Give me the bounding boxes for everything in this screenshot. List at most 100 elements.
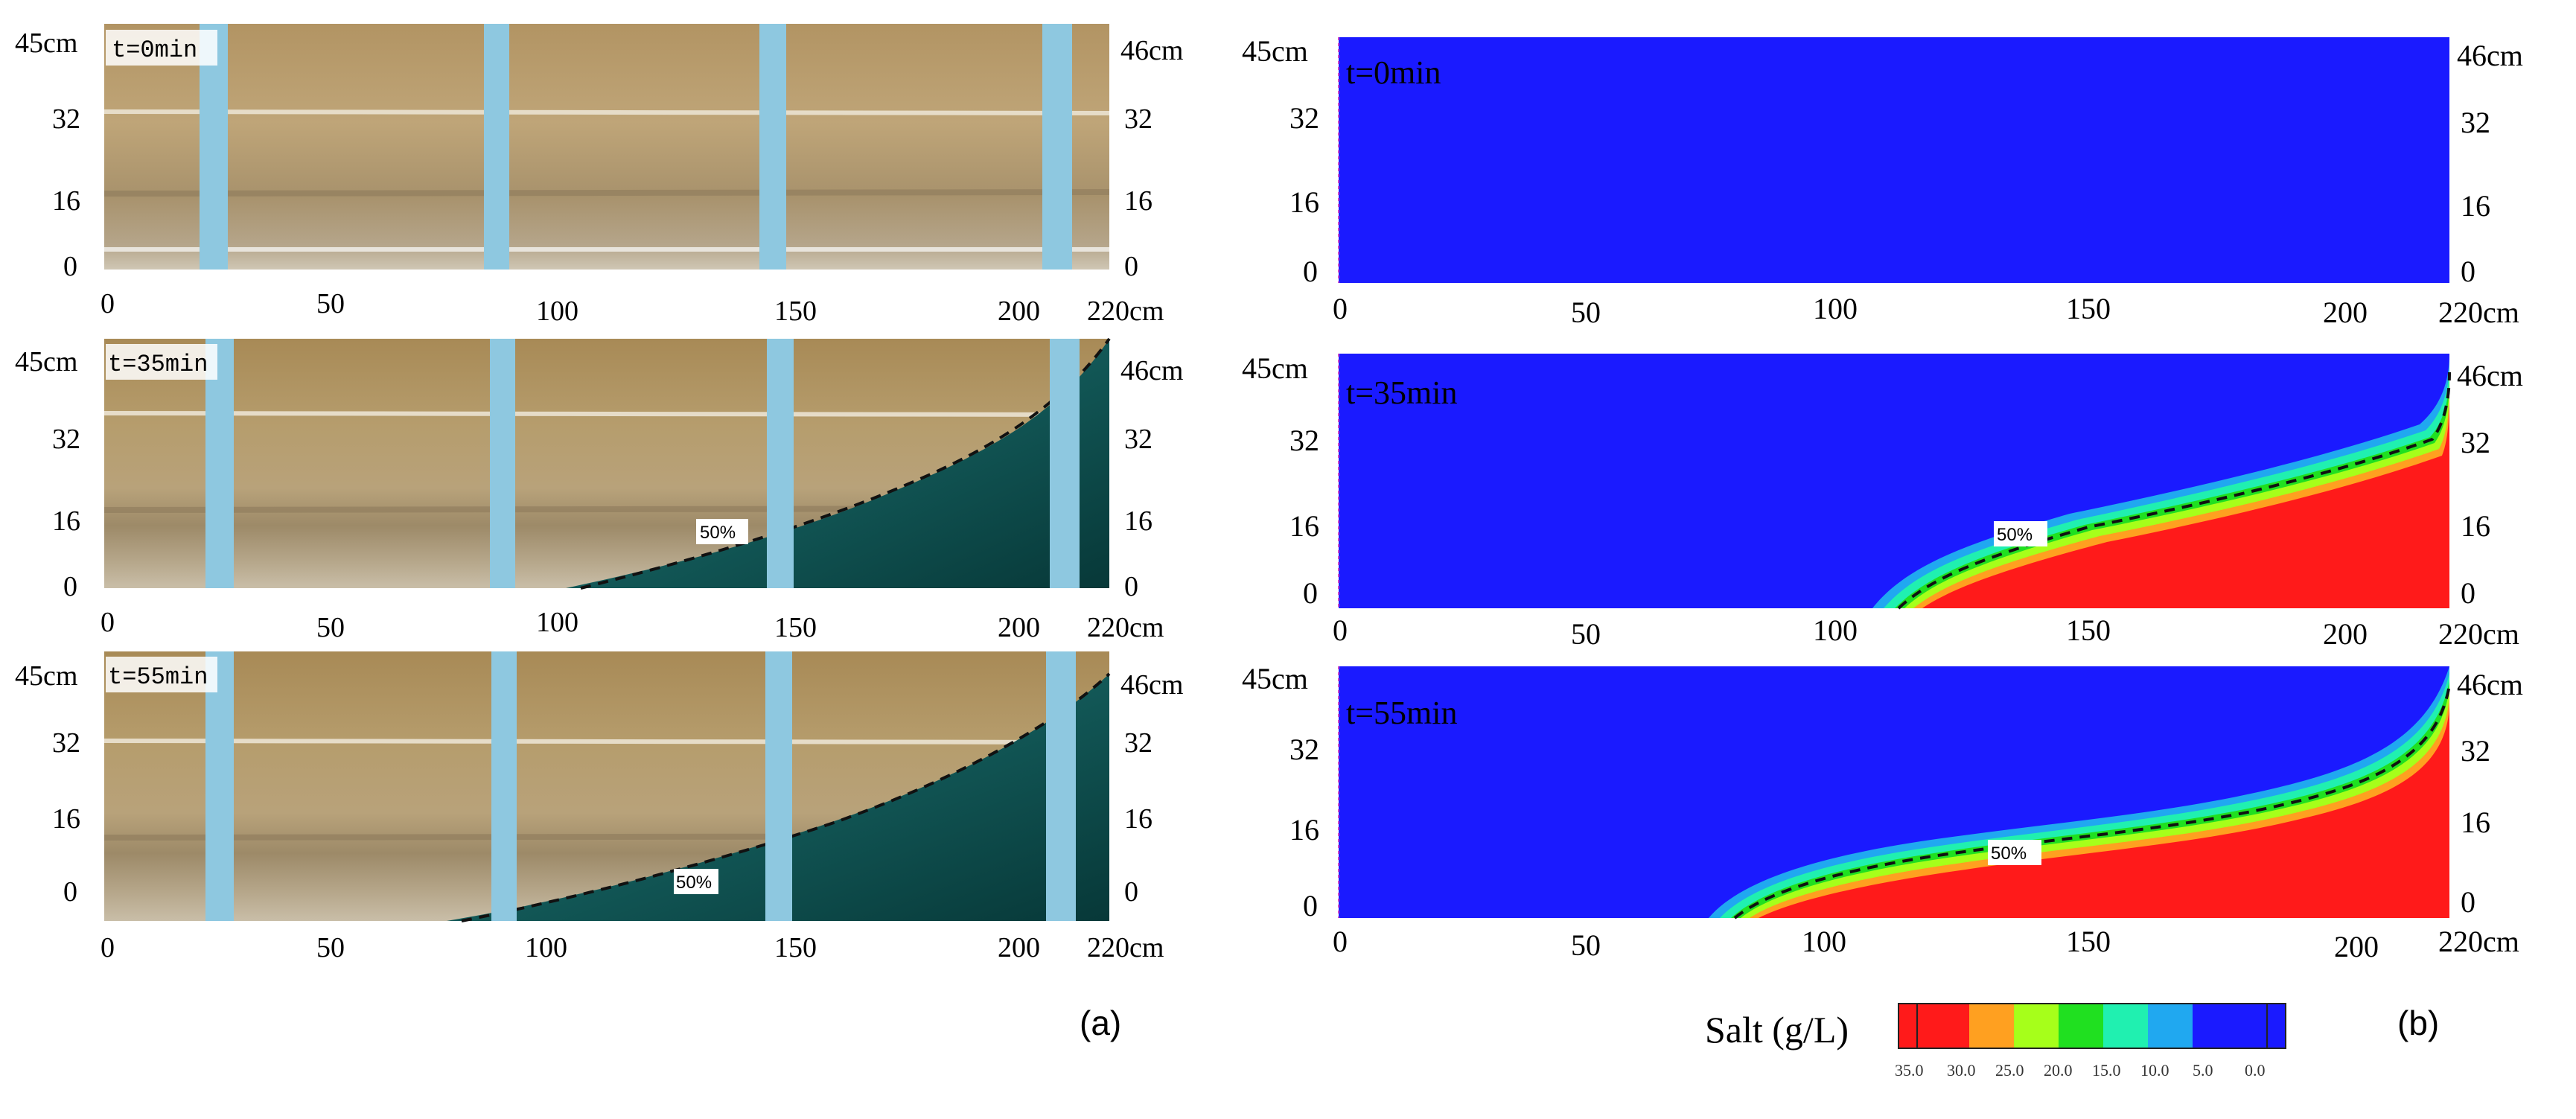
- colorbar-tick: 0.0: [2245, 1061, 2266, 1080]
- y-tick-left: 45cm: [1242, 34, 1308, 68]
- colorbar-swatch: [2193, 1004, 2286, 1048]
- time-label-box: [106, 344, 217, 380]
- y-tick-left: 32: [52, 424, 80, 455]
- y-tick-left: 16: [1289, 813, 1319, 847]
- y-tick-right: 46cm: [2457, 39, 2523, 72]
- glass-frame-post: [1050, 339, 1080, 588]
- panel-a-row2: t=35min 50%: [103, 337, 1111, 590]
- y-tick-right: 32: [2461, 426, 2490, 459]
- y-tick-right: 16: [2461, 189, 2490, 223]
- y-tick-left: 45cm: [15, 346, 77, 377]
- glass-frame-post: [767, 339, 794, 588]
- interface-50pct: [1897, 372, 2451, 610]
- colorbar-legend: Salt (g/L) 35.0 30.0 25.0 20.0 15.0 10.0…: [1705, 1003, 2286, 1080]
- glass-frame-post: [205, 339, 234, 588]
- colorbar-swatch: [2059, 1004, 2103, 1048]
- panel-b-row1: t=0min: [1338, 37, 2449, 283]
- panel-b-row2-axes: 45cm 32 16 0 46cm 32 16 0 0 50 100 150 2…: [1242, 351, 2523, 651]
- colorbar-title: Salt (g/L): [1705, 1009, 1849, 1051]
- interface-50pct: [580, 337, 1111, 590]
- y-tick-right: 0: [1124, 876, 1138, 908]
- y-tick-right: 0: [2461, 885, 2475, 919]
- colorbar-border: [1898, 1003, 2286, 1049]
- y-tick-left: 0: [63, 571, 77, 602]
- panel-a-row2-axes: 45cm 32 16 0 46cm 32 16 0 0 50 100 150 2…: [15, 346, 1183, 643]
- interface-50pct: [461, 672, 1111, 922]
- colorbar-tick: 30.0: [1947, 1061, 1976, 1080]
- y-tick-left: 45cm: [1242, 662, 1308, 695]
- colorbar-tick: 35.0: [1895, 1061, 1924, 1080]
- pct-label: 50%: [700, 523, 736, 543]
- time-label: t=55min: [1346, 695, 1458, 731]
- time-label: t=55min: [108, 663, 208, 691]
- pct-label-box: [1994, 521, 2047, 546]
- x-tick: 0: [101, 932, 115, 963]
- contour-band-35: [1759, 704, 2449, 918]
- x-tick: 150: [2066, 292, 2111, 325]
- colorbar-tick: 20.0: [2044, 1061, 2073, 1080]
- x-tick: 200: [2334, 930, 2379, 963]
- y-tick-right: 16: [1124, 803, 1152, 835]
- y-tick-right: 46cm: [2457, 668, 2523, 701]
- colorbar-swatch: [2148, 1004, 2193, 1048]
- panel-label: (b): [2397, 1004, 2439, 1042]
- x-tick: 220cm: [1087, 612, 1164, 643]
- colorbar-swatch: [1969, 1004, 2014, 1048]
- layer-line: [103, 739, 1110, 745]
- y-tick-right: 46cm: [1120, 669, 1183, 701]
- time-label-box: [106, 657, 217, 692]
- x-tick: 100: [536, 607, 578, 638]
- x-tick: 200: [998, 932, 1040, 963]
- panel-b-row2: t=35min 50%: [1338, 354, 2451, 610]
- x-tick: 220cm: [1087, 932, 1164, 963]
- x-tick: 150: [2066, 613, 2111, 647]
- y-tick-right: 46cm: [1120, 355, 1183, 386]
- time-label: t=0min: [1346, 54, 1441, 91]
- y-tick-right: 0: [1124, 251, 1138, 282]
- y-tick-left: 16: [52, 506, 80, 537]
- x-tick: 220cm: [2438, 296, 2519, 329]
- y-tick-right: 32: [1124, 727, 1152, 759]
- x-tick: 100: [1813, 613, 1858, 647]
- time-label: t=35min: [108, 351, 208, 378]
- x-tick: 100: [536, 296, 578, 327]
- colorbar-swatch: [2014, 1004, 2059, 1048]
- y-tick-left: 32: [1289, 424, 1319, 457]
- glass-frame-post: [759, 24, 786, 270]
- x-tick: 0: [1333, 292, 1348, 325]
- panel-b-row3-axes: 45cm 32 16 0 46cm 32 16 0 0 50 100 150 2…: [1242, 662, 2523, 963]
- x-tick: 0: [1333, 925, 1348, 958]
- x-tick: 150: [774, 932, 817, 963]
- y-tick-right: 32: [2461, 734, 2490, 768]
- x-tick: 150: [2066, 925, 2111, 958]
- y-tick-right: 46cm: [2457, 359, 2523, 392]
- y-tick-right: 46cm: [1120, 35, 1183, 66]
- pct-label-box: [696, 519, 748, 544]
- y-tick-left: 45cm: [15, 28, 77, 59]
- sand-tank-photo: [104, 24, 1109, 270]
- colorbar-tick: 15.0: [2092, 1061, 2121, 1080]
- x-tick: 150: [774, 612, 817, 643]
- x-tick: 50: [316, 932, 345, 963]
- y-tick-left: 32: [1289, 733, 1319, 766]
- y-tick-right: 0: [2461, 576, 2475, 610]
- y-tick-right: 16: [1124, 185, 1152, 217]
- panel-b-row3: t=55min 50%: [1338, 666, 2451, 919]
- x-tick: 100: [525, 932, 567, 963]
- layer-line: [103, 189, 1110, 197]
- x-tick: 200: [2323, 617, 2368, 651]
- x-tick: 50: [1571, 928, 1601, 962]
- x-tick: 220cm: [2438, 925, 2519, 958]
- glass-frame-post: [205, 651, 234, 921]
- x-tick: 150: [774, 296, 817, 327]
- pct-label-box: [1988, 840, 2041, 865]
- glass-frame-post: [484, 24, 509, 270]
- interface-50pct: [1733, 684, 2451, 919]
- time-label-box: [106, 30, 217, 66]
- y-tick-left: 0: [63, 876, 77, 908]
- y-tick-left: 45cm: [1242, 351, 1308, 385]
- time-label: t=35min: [1346, 374, 1458, 411]
- x-tick: 0: [101, 607, 115, 638]
- x-tick: 100: [1802, 925, 1846, 958]
